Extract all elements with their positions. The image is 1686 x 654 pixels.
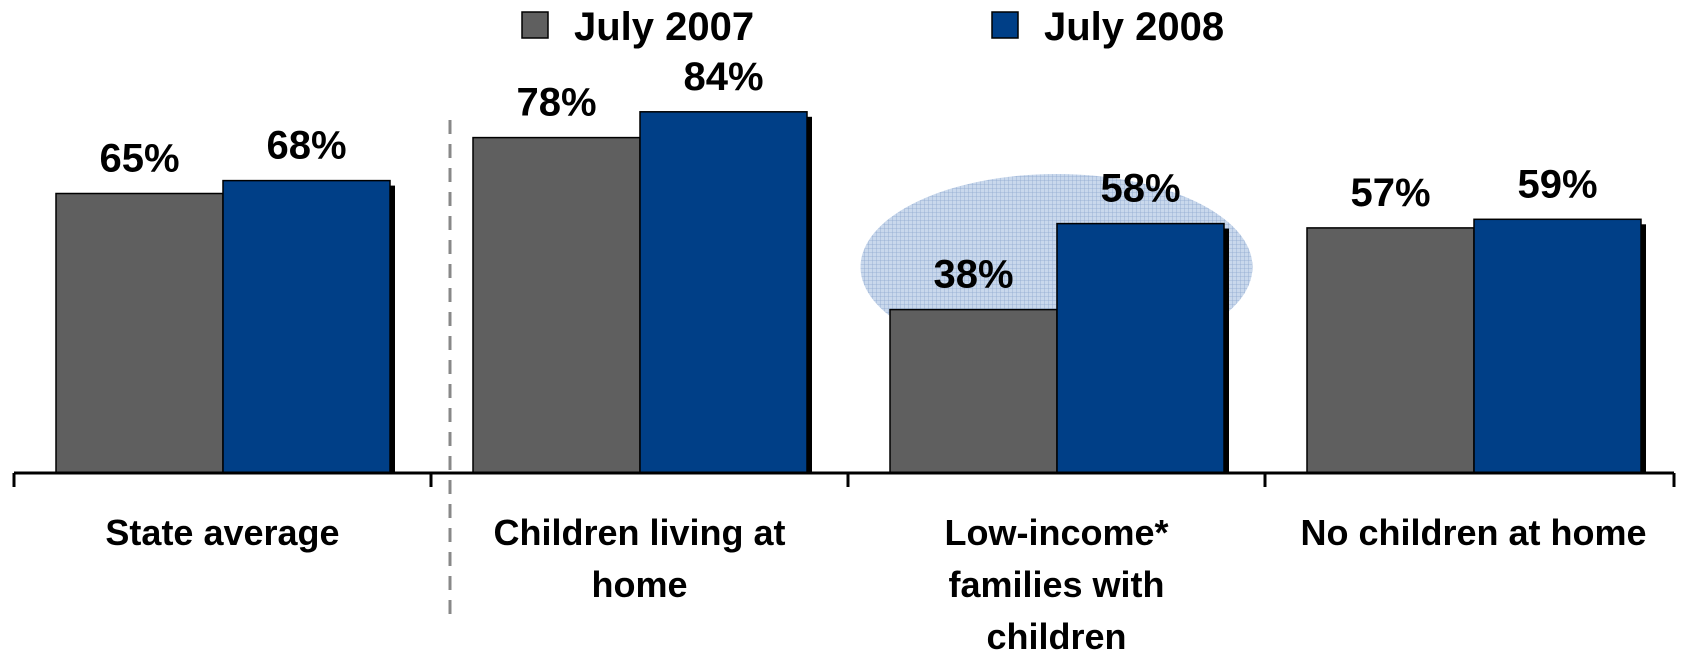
bar-july-2008 [222,179,391,474]
bar-july-2007 [889,308,1058,474]
data-label: 59% [1517,162,1597,206]
x-tick-label: State average [105,512,339,553]
x-tick-label: Children living at home [493,512,785,605]
bar-july-2007 [472,136,641,474]
bar-july-2007 [55,192,224,474]
data-label: 78% [516,81,596,125]
data-label: 68% [266,124,346,168]
legend-swatch [521,11,549,39]
x-tick-label: Low-income* families with children [944,512,1168,654]
bar-july-2008 [1056,222,1225,474]
legend-label: July 2008 [1044,5,1224,49]
data-label: 58% [1100,167,1180,211]
bar-july-2008 [1473,218,1642,474]
legend-swatch [991,11,1019,39]
data-label: 38% [933,253,1013,297]
legend-label: July 2007 [574,5,754,49]
bar-july-2007 [1306,227,1475,474]
bar-july-2008 [639,111,808,474]
data-label: 65% [99,137,179,181]
data-label: 84% [683,55,763,99]
data-label: 57% [1350,171,1430,215]
x-tick-label: No children at home [1300,512,1646,553]
